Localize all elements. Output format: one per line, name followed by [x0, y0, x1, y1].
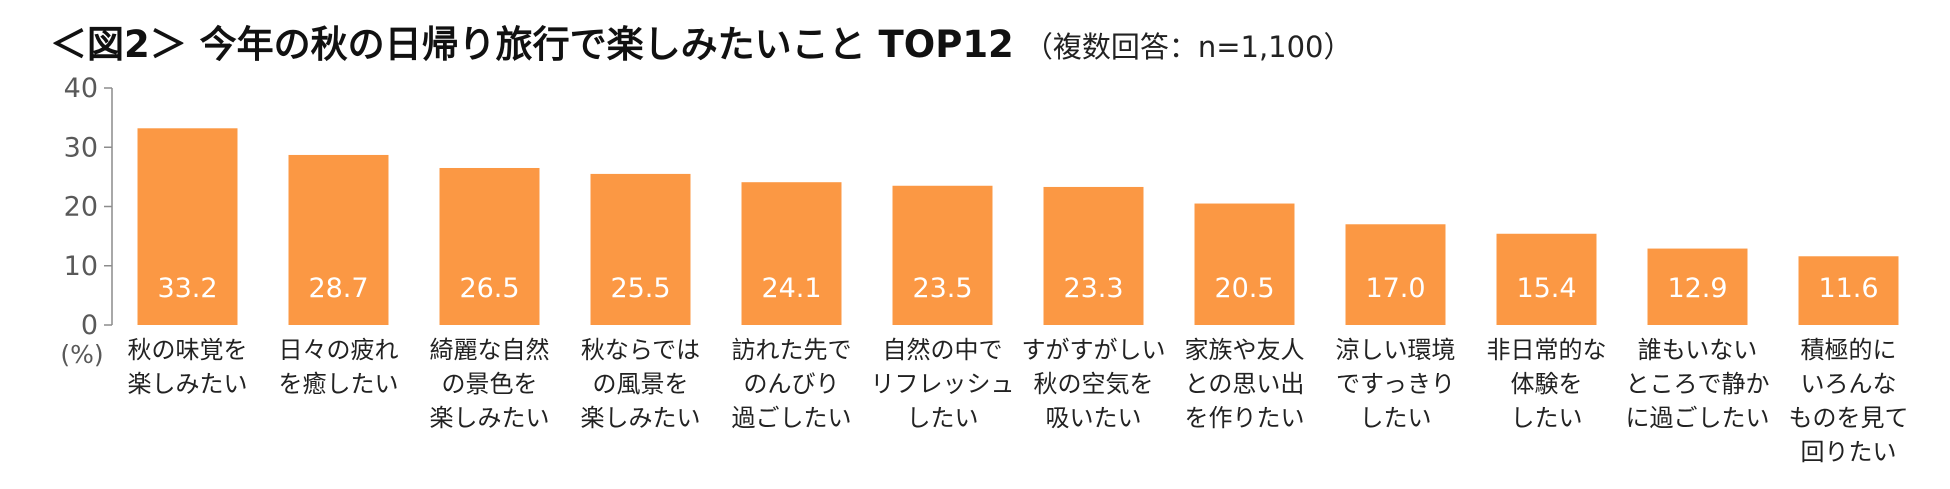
bars: 33.2 28.7 26.5 25.5 24.1 23.5 23.3 20.5 17.0 15.4…: [137, 128, 1899, 325]
bar-value-label: 24.1: [761, 273, 821, 304]
y-tick-label: 40: [64, 73, 98, 104]
category-labels: 秋の味覚を楽しみたい日々の疲れを癒したい綺麗な自然の景色を楽しみたい秋ならではの…: [128, 336, 1909, 466]
y-axis-unit: (%): [60, 340, 103, 369]
category-label: すがすがしい秋の空気を吸いたい: [1022, 336, 1166, 432]
bar: [741, 182, 842, 325]
bar: [439, 167, 540, 325]
category-label: 日々の疲れを癒したい: [279, 336, 399, 398]
bar-value-label: 17.0: [1365, 273, 1425, 304]
bar-value-label: 15.4: [1516, 273, 1576, 304]
category-label: 秋の味覚を楽しみたい: [128, 336, 248, 398]
chart-title: ＜図2＞ 今年の秋の日帰り旅行で楽しみたいこと TOP12 （複数回答：n=1,1…: [50, 14, 1353, 68]
y-tick-label: 20: [64, 192, 98, 223]
bar-value-label: 33.2: [157, 273, 217, 304]
bar: [590, 173, 691, 325]
bar: [892, 185, 993, 325]
bar: [1798, 256, 1899, 325]
category-label: 自然の中でリフレッシュしたい: [871, 336, 1015, 432]
category-label: 誰もいないところで静かに過ごしたい: [1626, 336, 1770, 432]
bar-value-label: 23.5: [912, 273, 972, 304]
bar: [1496, 233, 1597, 325]
bar-value-label: 26.5: [459, 273, 519, 304]
bar-value-label: 20.5: [1214, 273, 1274, 304]
bar: [1345, 224, 1446, 325]
category-label: 家族や友人との思い出を作りたい: [1185, 336, 1305, 432]
y-axis: 0 10 20 30 40 (%): [60, 73, 113, 369]
y-tick-label: 30: [64, 132, 98, 163]
bar-value-label: 12.9: [1667, 273, 1727, 304]
bar: [1043, 186, 1144, 325]
bar-value-label: 11.6: [1818, 273, 1878, 304]
y-tick-label: 10: [64, 251, 98, 282]
bar-value-label: 25.5: [610, 273, 670, 304]
category-label: 秋ならではの風景を楽しみたい: [581, 336, 701, 432]
category-label: 非日常的な体験をしたい: [1487, 336, 1607, 432]
chart-title-sub: （複数回答：n=1,100）: [1023, 30, 1353, 64]
category-label: 涼しい環境ですっきりしたい: [1336, 336, 1456, 432]
y-tick-label: 0: [81, 310, 98, 341]
bar: [137, 128, 238, 325]
bar: [1194, 203, 1295, 325]
bar: [288, 154, 389, 325]
bar-value-label: 28.7: [308, 273, 368, 304]
bar-value-label: 23.3: [1063, 273, 1123, 304]
category-label: 訪れた先でのんびり過ごしたい: [732, 336, 852, 432]
bar: [1647, 248, 1748, 325]
chart-title-main: ＜図2＞ 今年の秋の日帰り旅行で楽しみたいこと TOP12: [50, 23, 1014, 66]
category-label: 綺麗な自然の景色を楽しみたい: [430, 336, 550, 432]
category-label: 積極的にいろんなものを見て回りたい: [1789, 336, 1909, 466]
